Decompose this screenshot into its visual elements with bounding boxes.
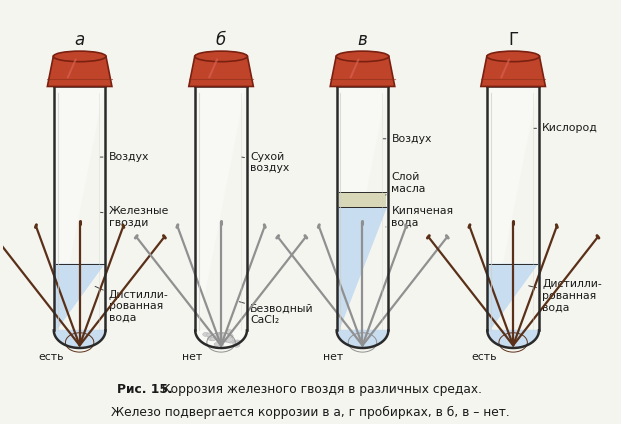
Text: есть: есть xyxy=(38,352,63,362)
Circle shape xyxy=(233,340,239,344)
Text: Коррозия железного гвоздя в различных средах.: Коррозия железного гвоздя в различных ср… xyxy=(158,383,483,396)
Polygon shape xyxy=(338,207,386,347)
Circle shape xyxy=(226,329,232,334)
Circle shape xyxy=(224,338,230,342)
Ellipse shape xyxy=(487,51,540,61)
Polygon shape xyxy=(56,264,104,347)
Circle shape xyxy=(233,341,239,346)
Circle shape xyxy=(210,337,215,341)
Circle shape xyxy=(215,334,222,339)
Text: Воздух: Воздух xyxy=(101,152,149,162)
Text: Кислород: Кислород xyxy=(534,123,598,133)
Text: Г: Г xyxy=(508,31,518,50)
Circle shape xyxy=(225,337,233,342)
Polygon shape xyxy=(330,56,395,86)
Text: Дистилли-
рованная
вода: Дистилли- рованная вода xyxy=(95,286,168,323)
Text: нет: нет xyxy=(324,352,343,362)
Circle shape xyxy=(214,343,219,346)
Polygon shape xyxy=(47,56,112,86)
Text: Рис. 15.: Рис. 15. xyxy=(117,383,172,396)
Polygon shape xyxy=(481,56,545,86)
Polygon shape xyxy=(489,264,537,347)
Circle shape xyxy=(233,343,240,347)
Text: Железные
гвозди: Железные гвозди xyxy=(101,206,169,228)
Circle shape xyxy=(227,339,234,343)
Text: Сухой
воздух: Сухой воздух xyxy=(242,151,289,173)
Ellipse shape xyxy=(195,51,247,61)
Text: Дистилли-
рованная
вода: Дистилли- рованная вода xyxy=(528,279,602,312)
Text: Железо подвергается коррозии в а, г пробирках, в б, в – нет.: Железо подвергается коррозии в а, г проб… xyxy=(111,406,510,419)
Ellipse shape xyxy=(336,51,389,61)
Text: Кипяченая
вода: Кипяченая вода xyxy=(386,206,453,228)
Circle shape xyxy=(217,338,224,343)
Circle shape xyxy=(217,333,225,338)
Circle shape xyxy=(207,333,212,337)
Polygon shape xyxy=(56,87,104,347)
Text: Слой
масла: Слой масла xyxy=(386,173,426,195)
Text: Безводный
CaCl₂: Безводный CaCl₂ xyxy=(239,302,314,325)
Text: Воздух: Воздух xyxy=(383,134,432,144)
Text: есть: есть xyxy=(471,352,497,362)
Circle shape xyxy=(203,332,209,336)
Text: б: б xyxy=(216,31,226,50)
Text: а: а xyxy=(75,31,84,50)
Text: в: в xyxy=(358,31,368,50)
Circle shape xyxy=(227,334,233,338)
Polygon shape xyxy=(338,192,386,207)
Circle shape xyxy=(207,337,213,340)
Circle shape xyxy=(234,340,240,344)
Ellipse shape xyxy=(53,51,106,61)
Polygon shape xyxy=(338,87,386,347)
Circle shape xyxy=(219,343,224,346)
Polygon shape xyxy=(189,56,253,86)
Polygon shape xyxy=(197,87,245,347)
Text: нет: нет xyxy=(182,352,202,362)
Polygon shape xyxy=(489,87,537,347)
